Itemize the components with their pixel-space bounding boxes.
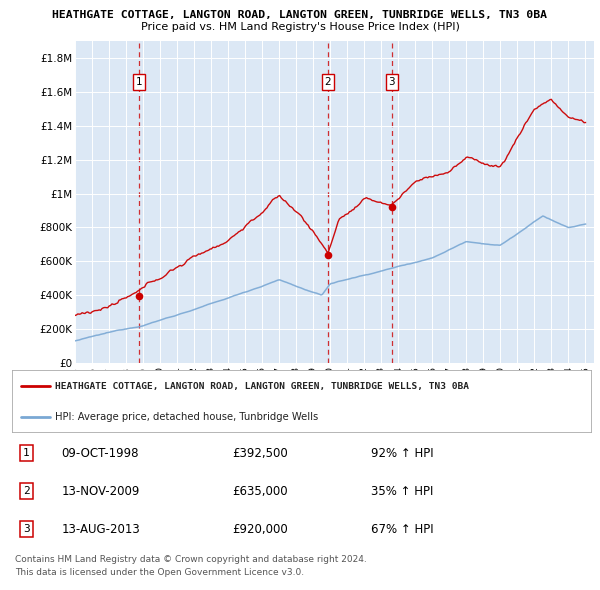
Text: £920,000: £920,000 (232, 523, 288, 536)
Text: This data is licensed under the Open Government Licence v3.0.: This data is licensed under the Open Gov… (15, 568, 304, 576)
Text: 35% ↑ HPI: 35% ↑ HPI (371, 484, 433, 498)
Text: 92% ↑ HPI: 92% ↑ HPI (371, 447, 434, 460)
Text: 2: 2 (23, 486, 30, 496)
Text: £392,500: £392,500 (232, 447, 288, 460)
Text: Contains HM Land Registry data © Crown copyright and database right 2024.: Contains HM Land Registry data © Crown c… (15, 555, 367, 563)
Text: 67% ↑ HPI: 67% ↑ HPI (371, 523, 434, 536)
Text: 1: 1 (136, 77, 142, 87)
Text: HPI: Average price, detached house, Tunbridge Wells: HPI: Average price, detached house, Tunb… (55, 412, 319, 422)
Text: 13-NOV-2009: 13-NOV-2009 (61, 484, 140, 498)
Text: 1: 1 (23, 448, 30, 458)
Text: 2: 2 (325, 77, 331, 87)
Text: £635,000: £635,000 (232, 484, 287, 498)
Text: 13-AUG-2013: 13-AUG-2013 (61, 523, 140, 536)
Text: 3: 3 (23, 524, 30, 534)
Text: 09-OCT-1998: 09-OCT-1998 (61, 447, 139, 460)
Text: HEATHGATE COTTAGE, LANGTON ROAD, LANGTON GREEN, TUNBRIDGE WELLS, TN3 0BA: HEATHGATE COTTAGE, LANGTON ROAD, LANGTON… (55, 382, 469, 391)
Text: Price paid vs. HM Land Registry's House Price Index (HPI): Price paid vs. HM Land Registry's House … (140, 22, 460, 32)
Text: HEATHGATE COTTAGE, LANGTON ROAD, LANGTON GREEN, TUNBRIDGE WELLS, TN3 0BA: HEATHGATE COTTAGE, LANGTON ROAD, LANGTON… (53, 10, 548, 20)
Text: 3: 3 (388, 77, 395, 87)
